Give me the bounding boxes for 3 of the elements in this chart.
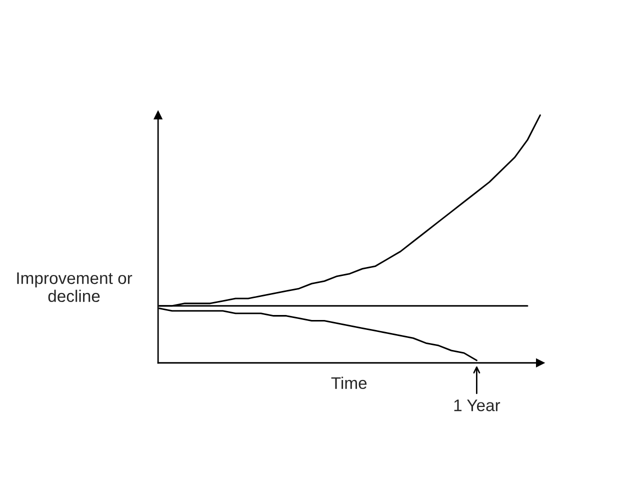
x-axis-title: Time xyxy=(331,376,367,390)
text: 1 Year xyxy=(454,400,500,412)
y-axis-title: Improvement or decline xyxy=(17,272,132,302)
